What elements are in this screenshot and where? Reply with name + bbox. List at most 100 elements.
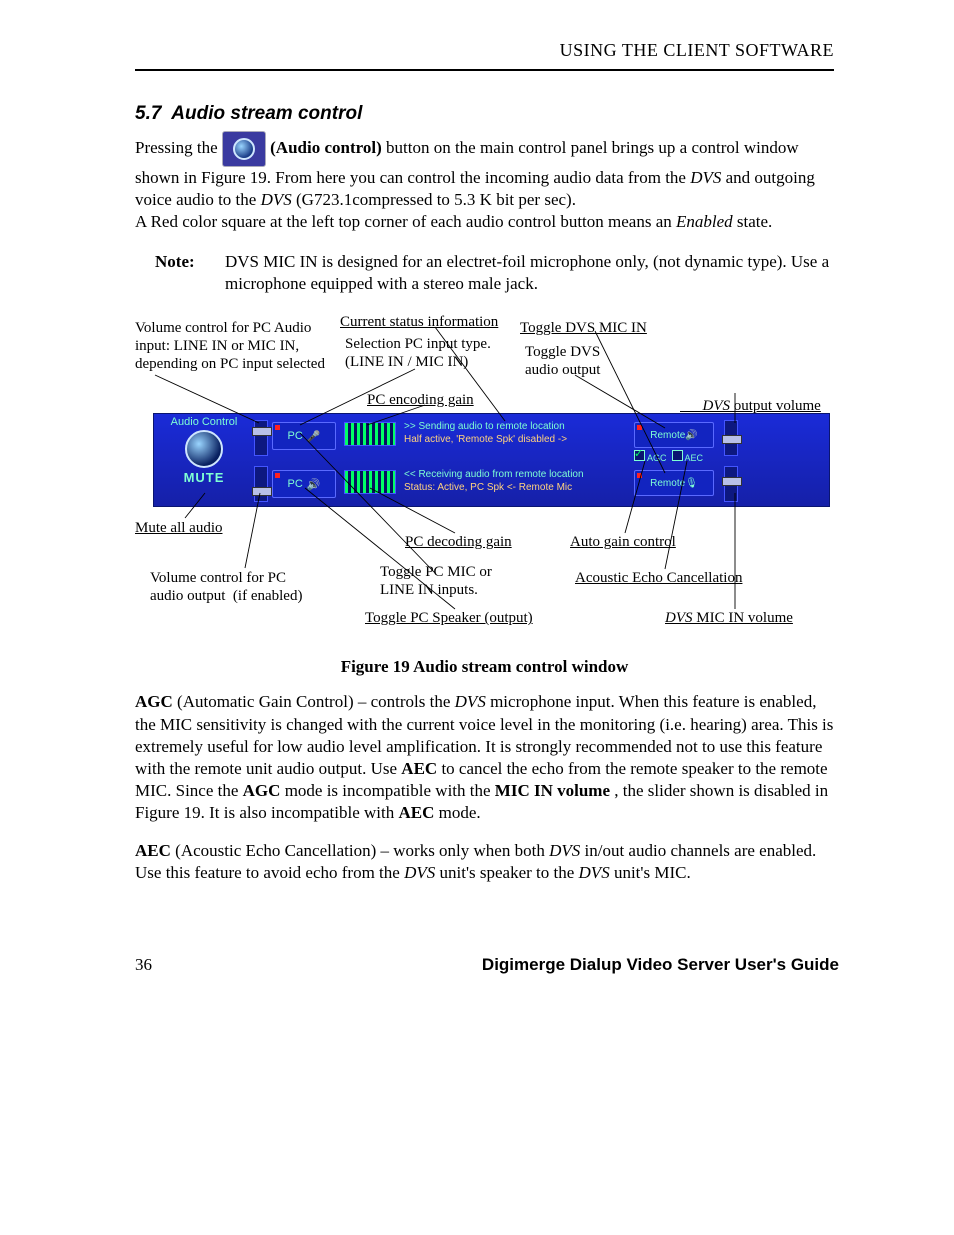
status-line: Half active, 'Remote Spk' disabled ->: [404, 433, 567, 446]
button-label: (Audio control): [270, 138, 382, 157]
paragraph-agc: AGC (Automatic Gain Control) – controls …: [135, 691, 834, 824]
dvs-abbrev: DVS: [690, 168, 721, 187]
enabled-indicator-icon: [637, 473, 642, 478]
text: A Red color square at the left top corne…: [135, 212, 676, 231]
aec-bold: AEC: [401, 759, 437, 778]
pc-encoding-gain-meter[interactable]: [344, 422, 396, 446]
guide-title: Digimerge Dialup Video Server User's Gui…: [482, 955, 839, 975]
status-sending: >> Sending audio to remote location Half…: [404, 420, 567, 446]
enabled-indicator-icon: [275, 425, 280, 430]
dvs-abbrev: DVS: [549, 841, 580, 860]
enabled-indicator-icon: [637, 425, 642, 430]
pc-output-volume-slider[interactable]: [254, 466, 268, 502]
text: (G723.1compressed to 5.3 K bit per sec).: [296, 190, 576, 209]
figure-caption: Figure 19 Audio stream control window: [135, 657, 834, 677]
panel-left: Audio Control MUTE: [158, 416, 250, 502]
callout-toggle-pc-speaker: Toggle PC Speaker (output): [365, 609, 533, 627]
agc-bold: AGC: [243, 781, 281, 800]
status-receiving: << Receiving audio from remote location …: [404, 468, 584, 494]
callout-dvs-mic-volume: DVS MIC IN volume: [665, 609, 793, 627]
callout-mute-all: Mute all audio: [135, 519, 222, 537]
aec-checkbox[interactable]: [672, 450, 683, 461]
audio-control-icon[interactable]: [185, 430, 223, 468]
text: unit's speaker to the: [440, 863, 579, 882]
mic-in-bold: MIC IN volume: [495, 781, 610, 800]
status-line: << Receiving audio from remote location: [404, 468, 584, 481]
text: mode is incompatible with the: [285, 781, 495, 800]
dvs-abbrev: DVS: [665, 610, 693, 626]
callout-pc-input-volume: Volume control for PC Audio input: LINE …: [135, 319, 330, 373]
slider-knob-icon[interactable]: [722, 435, 742, 444]
page: USING THE CLIENT SOFTWARE 5.7 Audio stre…: [0, 0, 954, 1235]
paragraph-intro: Pressing the (Audio control) button on t…: [135, 131, 834, 233]
slider-knob-icon[interactable]: [252, 427, 272, 436]
pc-speaker-toggle-button[interactable]: PC 🔊: [272, 470, 336, 498]
callout-acoustic-echo-cancellation: Acoustic Echo Cancellation: [575, 569, 742, 587]
remote-label: Remote: [650, 478, 685, 489]
status-line: >> Sending audio to remote location: [404, 420, 567, 433]
note-block: Note: DVS MIC IN is designed for an elec…: [155, 251, 834, 295]
audio-control-panel: Audio Control MUTE PC 🎤 >> Sending audio…: [153, 413, 830, 507]
dvs-mic-volume-slider[interactable]: [724, 466, 738, 502]
section-title: Audio stream control: [171, 103, 362, 124]
aec-bold: AEC: [398, 803, 434, 822]
text: (Acoustic Echo Cancellation) – works onl…: [175, 841, 549, 860]
section-heading: 5.7 Audio stream control: [135, 103, 834, 125]
dvs-abbrev: DVS: [261, 190, 292, 209]
callout-pc-output-volume: Volume control for PC audio output (if e…: [150, 569, 302, 605]
agc-label: AGC: [647, 453, 667, 463]
speaker-icon: 🔊: [307, 478, 321, 491]
dvs-abbrev: DVS: [404, 863, 435, 882]
dvs-output-volume-slider[interactable]: [724, 420, 738, 456]
mute-button[interactable]: MUTE: [158, 470, 250, 485]
callout-auto-gain-control: Auto gain control: [570, 533, 676, 551]
page-number: 36: [135, 955, 152, 975]
enabled-word: Enabled: [676, 212, 733, 231]
header-rule: [135, 69, 834, 71]
dvs-abbrev: DVS: [703, 398, 731, 414]
remote-label: Remote: [650, 430, 685, 441]
section-number: 5.7: [135, 103, 161, 124]
text: Pressing the: [135, 138, 222, 157]
enabled-indicator-icon: [275, 473, 280, 478]
callout-input-type: Selection PC input type. (LINE IN / MIC …: [345, 335, 491, 371]
callout-toggle-pc-input: Toggle PC MIC or LINE IN inputs.: [380, 563, 492, 599]
mic-icon: 🎤: [307, 430, 321, 443]
note-label: Note:: [155, 251, 225, 295]
callout-pc-encoding-gain: PC encoding gain: [367, 391, 474, 409]
agc-checkbox[interactable]: [634, 450, 645, 461]
dvs-abbrev: DVS: [579, 863, 610, 882]
slider-knob-icon[interactable]: [722, 477, 742, 486]
aec-label: AEC: [685, 453, 704, 463]
dvs-abbrev: DVS: [455, 692, 486, 711]
pc-label: PC: [288, 478, 303, 490]
diagram: Volume control for PC Audio input: LINE …: [135, 313, 835, 633]
callout-pc-decoding-gain: PC decoding gain: [405, 533, 512, 551]
text: mode.: [439, 803, 481, 822]
callout-status-info: Current status information: [340, 313, 498, 331]
audio-control-icon: [222, 131, 266, 167]
agc-aec-toggles: AGC AEC: [634, 450, 703, 463]
pc-label: PC: [288, 430, 303, 442]
mic-icon: 🎙: [685, 478, 698, 489]
speaker-icon: 🔊: [685, 430, 697, 441]
text: state.: [737, 212, 772, 231]
panel-title: Audio Control: [158, 416, 250, 428]
pc-input-toggle-button[interactable]: PC 🎤: [272, 422, 336, 450]
text: (Automatic Gain Control) – controls the: [177, 692, 455, 711]
remote-speaker-button[interactable]: Remote 🔊: [634, 422, 714, 448]
agc-bold: AGC: [135, 692, 173, 711]
aec-bold: AEC: [135, 841, 171, 860]
running-header: USING THE CLIENT SOFTWARE: [135, 40, 834, 61]
pc-decoding-gain-meter[interactable]: [344, 470, 396, 494]
text: unit's MIC.: [614, 863, 691, 882]
callout-toggle-dvs-out: Toggle DVS audio output: [525, 343, 600, 379]
remote-mic-button[interactable]: Remote 🎙: [634, 470, 714, 496]
note-text: DVS MIC IN is designed for an electret-f…: [225, 251, 834, 295]
pc-input-volume-slider[interactable]: [254, 420, 268, 456]
paragraph-aec: AEC (Acoustic Echo Cancellation) – works…: [135, 840, 834, 884]
footer: 36 Digimerge Dialup Video Server User's …: [135, 955, 839, 975]
slider-knob-icon[interactable]: [252, 487, 272, 496]
callout-toggle-dvs-mic: Toggle DVS MIC IN: [520, 319, 647, 337]
status-line: Status: Active, PC Spk <- Remote Mic: [404, 481, 584, 494]
